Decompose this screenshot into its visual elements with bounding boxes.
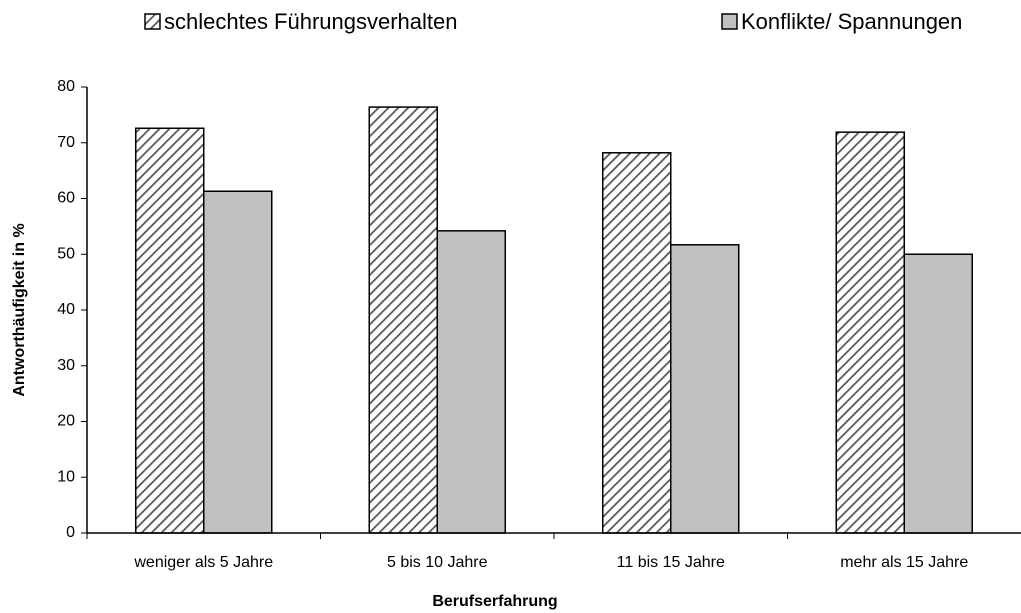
legend-label: Konflikte/ Spannungen [741,9,962,34]
legend-swatch [144,13,161,30]
bar [670,244,740,534]
bar [903,253,973,534]
y-tick-label: 60 [57,190,75,207]
bar [203,190,273,534]
legend-swatch [721,13,738,30]
x-tick-label: weniger als 5 Jahre [133,554,273,571]
bar [436,230,506,534]
bar [135,127,205,534]
y-tick-label: 30 [57,357,75,374]
y-tick-label: 0 [66,524,75,541]
bar [368,106,438,534]
x-axis-label: Berufserfahrung [432,593,557,610]
x-tick-label: 11 bis 15 Jahre [617,554,725,571]
y-axis-label: Antworthäufigkeit in % [11,223,28,396]
bar [602,152,672,534]
y-tick-label: 10 [57,468,75,485]
bar [835,131,905,534]
y-tick-label: 80 [57,78,75,95]
legend-label: schlechtes Führungsverhalten [164,9,458,34]
x-tick-label: 5 bis 10 Jahre [387,554,488,571]
y-tick-label: 70 [57,134,75,151]
x-tick-label: mehr als 15 Jahre [840,554,968,571]
y-tick-label: 40 [57,301,75,318]
y-tick-label: 20 [57,413,75,430]
y-tick-label: 50 [57,245,75,262]
